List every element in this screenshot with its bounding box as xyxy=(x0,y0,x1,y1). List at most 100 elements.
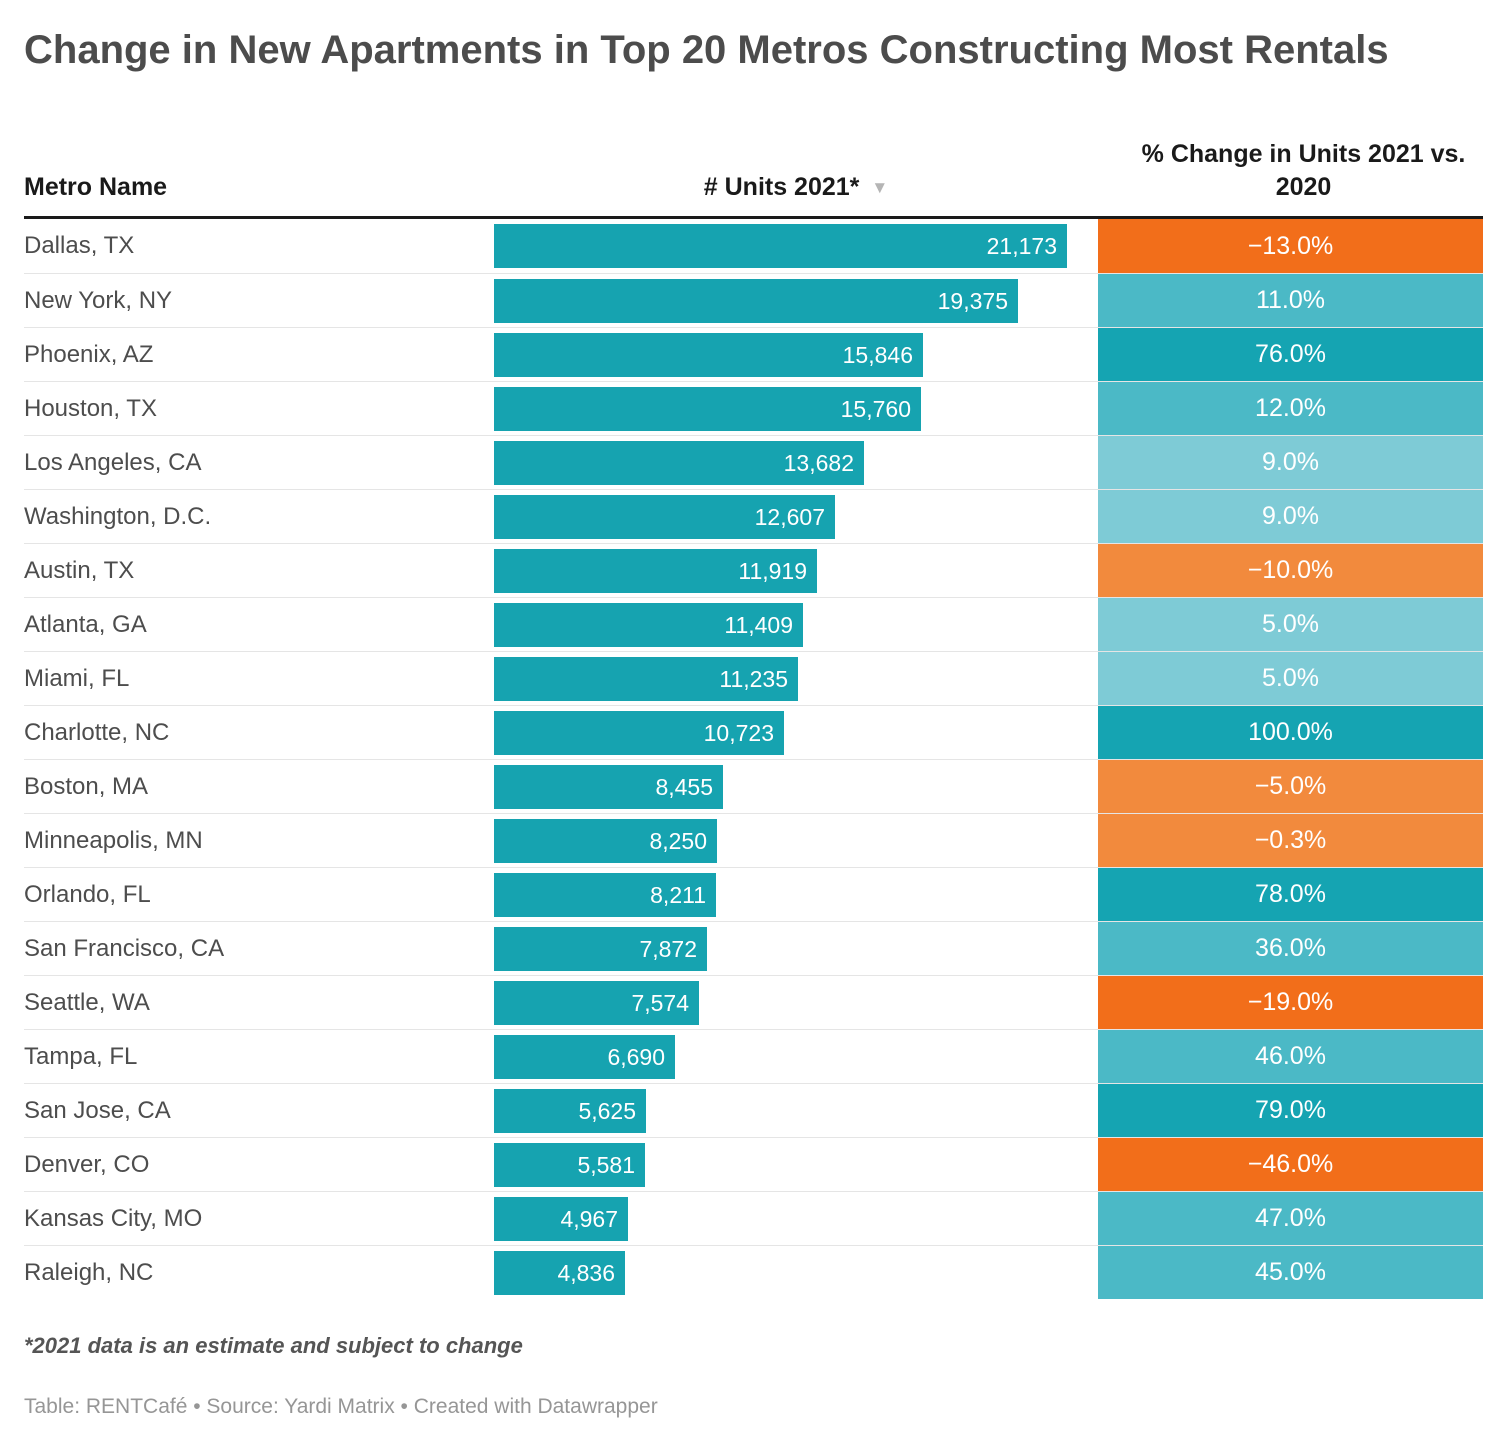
units-value: 19,375 xyxy=(937,287,1008,314)
units-value: 11,235 xyxy=(719,665,788,692)
units-bar: 21,173 xyxy=(494,224,1067,268)
percent-change-value: 5.0% xyxy=(1262,610,1319,638)
units-value: 15,760 xyxy=(840,395,911,422)
units-value: 12,607 xyxy=(754,503,825,530)
metro-name: Minneapolis, MN xyxy=(24,826,203,854)
table-row: Boston, MA 8,455 −5.0% xyxy=(24,759,1483,813)
table-row: Atlanta, GA 11,409 5.0% xyxy=(24,597,1483,651)
metro-name: San Jose, CA xyxy=(24,1096,171,1124)
units-bar: 8,455 xyxy=(494,765,723,809)
units-value: 7,872 xyxy=(639,935,697,962)
table-row: Kansas City, MO 4,967 47.0% xyxy=(24,1191,1483,1245)
metro-name: Kansas City, MO xyxy=(24,1204,203,1232)
units-value: 15,846 xyxy=(842,341,913,368)
percent-change-value: 47.0% xyxy=(1255,1204,1326,1232)
metro-name: Raleigh, NC xyxy=(24,1258,154,1286)
table-row: Charlotte, NC 10,723 100.0% xyxy=(24,705,1483,759)
table-row: Los Angeles, CA 13,682 9.0% xyxy=(24,435,1483,489)
units-bar: 6,690 xyxy=(494,1035,675,1079)
units-cell: 19,375 xyxy=(494,274,1098,327)
table-row: Dallas, TX 21,173 −13.0% xyxy=(24,219,1483,273)
units-cell: 10,723 xyxy=(494,706,1098,759)
units-bar: 4,967 xyxy=(494,1197,628,1241)
units-value: 5,581 xyxy=(577,1151,635,1178)
percent-change-value: 12.0% xyxy=(1255,394,1326,422)
percent-change-value: 78.0% xyxy=(1255,880,1326,908)
column-header-change[interactable]: % Change in Units 2021 vs. 2020 xyxy=(1141,140,1466,201)
percent-change-value: −13.0% xyxy=(1247,231,1334,260)
units-value: 8,211 xyxy=(650,881,706,908)
metro-name: Tampa, FL xyxy=(24,1042,138,1070)
percent-change-cell: 78.0% xyxy=(1098,868,1483,921)
metro-name: Denver, CO xyxy=(24,1150,150,1178)
percent-change-value: 5.0% xyxy=(1262,664,1319,692)
metro-name: Atlanta, GA xyxy=(24,610,147,638)
units-cell: 12,607 xyxy=(494,490,1098,543)
percent-change-value: 79.0% xyxy=(1255,1096,1326,1124)
units-cell: 5,625 xyxy=(494,1084,1098,1137)
table-row: Seattle, WA 7,574 −19.0% xyxy=(24,975,1483,1029)
units-cell: 11,235 xyxy=(494,652,1098,705)
percent-change-value: 9.0% xyxy=(1262,502,1319,530)
percent-change-cell: −0.3% xyxy=(1098,814,1483,867)
column-header-units[interactable]: # Units 2021* ▼ xyxy=(494,171,1098,204)
units-bar: 4,836 xyxy=(494,1251,625,1295)
units-cell: 8,455 xyxy=(494,760,1098,813)
percent-change-value: −0.3% xyxy=(1254,826,1327,854)
table-row: Denver, CO 5,581 −46.0% xyxy=(24,1137,1483,1191)
percent-change-cell: −13.0% xyxy=(1098,219,1483,273)
metro-name: New York, NY xyxy=(24,286,173,314)
units-cell: 7,872 xyxy=(494,922,1098,975)
units-bar: 8,250 xyxy=(494,819,717,863)
percent-change-cell: 5.0% xyxy=(1098,598,1483,651)
units-value: 10,723 xyxy=(703,719,774,746)
attribution: Table: RENTCafé • Source: Yardi Matrix •… xyxy=(24,1395,658,1418)
percent-change-cell: 36.0% xyxy=(1098,922,1483,975)
percent-change-cell: 9.0% xyxy=(1098,436,1483,489)
percent-change-value: 45.0% xyxy=(1255,1258,1326,1286)
table-header-row: Metro Name # Units 2021* ▼ % Change in Un… xyxy=(24,112,1483,219)
table-row: Raleigh, NC 4,836 45.0% xyxy=(24,1245,1483,1299)
table-body: Dallas, TX 21,173 −13.0% New York, NY 19… xyxy=(24,219,1483,1299)
table-row: San Jose, CA 5,625 79.0% xyxy=(24,1083,1483,1137)
metro-name: Los Angeles, CA xyxy=(24,448,202,476)
units-value: 13,682 xyxy=(783,449,854,476)
table-row: Tampa, FL 6,690 46.0% xyxy=(24,1029,1483,1083)
table-row: Orlando, FL 8,211 78.0% xyxy=(24,867,1483,921)
units-cell: 15,760 xyxy=(494,382,1098,435)
units-value: 7,574 xyxy=(631,989,689,1016)
sort-descending-icon: ▼ xyxy=(871,178,889,197)
metro-name: Charlotte, NC xyxy=(24,718,170,746)
percent-change-cell: −19.0% xyxy=(1098,976,1483,1029)
metros-table: Metro Name # Units 2021* ▼ % Change in Un… xyxy=(24,112,1483,1299)
column-header-metro[interactable]: Metro Name xyxy=(24,173,168,201)
units-bar: 11,919 xyxy=(494,549,817,593)
table-row: Minneapolis, MN 8,250 −0.3% xyxy=(24,813,1483,867)
units-cell: 4,967 xyxy=(494,1192,1098,1245)
table-row: Austin, TX 11,919 −10.0% xyxy=(24,543,1483,597)
units-bar: 15,760 xyxy=(494,387,921,431)
metro-name: Austin, TX xyxy=(24,556,135,584)
units-value: 4,967 xyxy=(560,1205,618,1232)
units-cell: 11,919 xyxy=(494,544,1098,597)
units-bar: 8,211 xyxy=(494,873,716,917)
percent-change-cell: 45.0% xyxy=(1098,1246,1483,1299)
units-cell: 13,682 xyxy=(494,436,1098,489)
percent-change-cell: 9.0% xyxy=(1098,490,1483,543)
metro-name: Washington, D.C. xyxy=(24,502,212,530)
units-bar: 13,682 xyxy=(494,441,864,485)
table-row: Houston, TX 15,760 12.0% xyxy=(24,381,1483,435)
percent-change-cell: 11.0% xyxy=(1098,274,1483,327)
column-header-units-label: # Units 2021* xyxy=(703,173,860,201)
units-value: 11,409 xyxy=(724,611,793,638)
units-cell: 11,409 xyxy=(494,598,1098,651)
percent-change-cell: 47.0% xyxy=(1098,1192,1483,1245)
units-cell: 6,690 xyxy=(494,1030,1098,1083)
units-cell: 8,211 xyxy=(494,868,1098,921)
percent-change-value: −5.0% xyxy=(1254,772,1327,800)
percent-change-cell: −46.0% xyxy=(1098,1138,1483,1191)
percent-change-value: 46.0% xyxy=(1255,1042,1326,1070)
percent-change-value: −10.0% xyxy=(1247,556,1334,584)
metro-name: Orlando, FL xyxy=(24,880,151,908)
